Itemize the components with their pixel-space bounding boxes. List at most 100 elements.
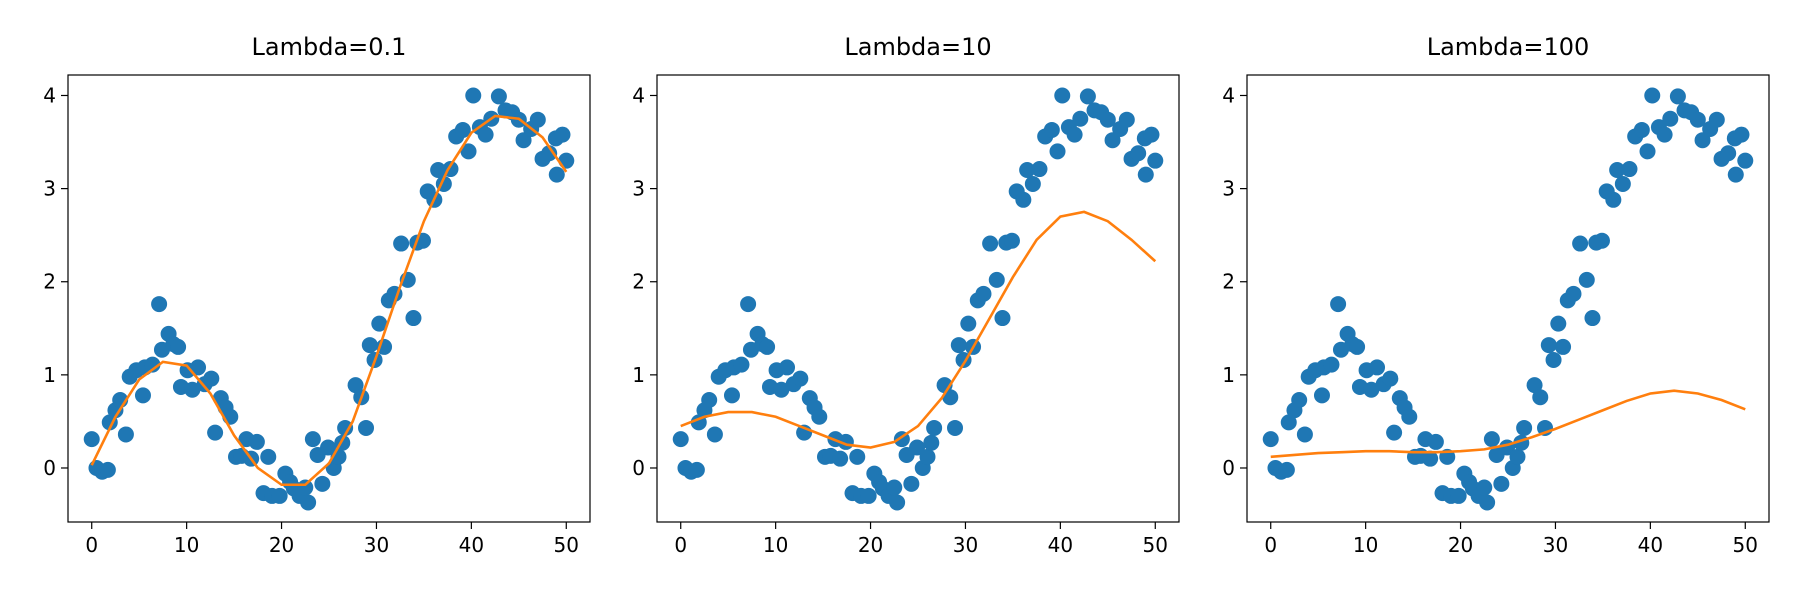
scatter-point [1656,126,1673,143]
scatter-point [430,161,447,178]
scatter-point [1262,431,1279,448]
scatter-point [982,235,999,252]
y-tick-label: 0 [1222,456,1235,480]
scatter-point [347,377,364,394]
scatter-point [1024,175,1041,192]
scatter-point [1137,166,1154,183]
scatter-point [1382,370,1399,387]
scatter-point [184,381,201,398]
scatter-point [207,424,224,441]
scatter-point [1291,392,1308,409]
scatter-point [1572,235,1589,252]
scatter-point [919,448,936,465]
scatter-point [994,310,1011,327]
y-tick-label: 4 [43,83,56,107]
x-tick-label: 40 [459,533,484,557]
x-tick-label: 50 [1143,533,1168,557]
scatter-point [1483,431,1500,448]
scatter-point [947,419,964,436]
scatter-point [779,359,796,376]
scatter-point [1003,232,1020,249]
scatter-point [558,152,575,169]
scatter-point [1099,111,1116,128]
x-tick-label: 50 [554,533,579,557]
x-tick-label: 10 [174,533,199,557]
scatter-point [1422,450,1439,467]
scatter-point [1476,479,1493,496]
scatter-point [1565,285,1582,302]
scatter-point [170,338,187,355]
scatter-point [1708,111,1725,128]
scatter-point [792,370,809,387]
chart-title: Lambda=100 [1427,33,1590,61]
scatter-point [1015,191,1032,208]
scatter-point [144,356,161,373]
scatter-point [1369,359,1386,376]
scatter-point [1363,381,1380,398]
scatter-point [393,235,410,252]
scatter-point [297,479,314,496]
scatter-point [271,487,288,504]
scatter-point [759,338,776,355]
scatter-point [134,387,151,404]
scatter-point [1313,387,1330,404]
y-tick-label: 0 [43,456,56,480]
scatter-point [1280,414,1297,431]
x-tick-label: 40 [1048,533,1073,557]
x-tick-label: 20 [1448,533,1473,557]
scatter-point [203,370,220,387]
scatter-point [1737,152,1754,169]
scatter-point [151,296,168,313]
scatter-point [541,145,558,162]
y-tick-label: 2 [1222,270,1235,294]
scatter-point [1644,87,1661,104]
scatter-point [688,461,705,478]
scatter-point [358,419,375,436]
scatter-point [1689,111,1706,128]
scatter-point [1516,419,1533,436]
scatter-point [548,166,565,183]
scatter-point [950,337,967,354]
x-tick-label: 10 [763,533,788,557]
scatter-point [926,419,943,436]
scatter-point [304,431,321,448]
scatter-point [1104,132,1121,149]
scatter-point [923,434,940,451]
scatter-point [909,439,926,456]
scatter-point [460,143,477,160]
scatter-point [1593,232,1610,249]
scatter-point [903,475,920,492]
scatter-point [860,487,877,504]
scatter-point [371,315,388,332]
scatter-point [320,439,337,456]
scatter-point [314,475,331,492]
scatter-point [723,387,740,404]
scatter-point [811,408,828,425]
scatter-point [1031,161,1048,178]
axes-frame [67,74,591,523]
scatter-point [1066,126,1083,143]
scatter-point [1386,424,1403,441]
scatter-point [260,448,277,465]
scatter-point [337,419,354,436]
fit-line [1270,389,1746,459]
scatter-point [1054,87,1071,104]
x-tick-label: 10 [1353,533,1378,557]
y-tick-label: 2 [632,270,645,294]
scatter-point [733,356,750,373]
scatter-point [83,431,100,448]
scatter-point [701,392,718,409]
y-tick-label: 4 [632,83,645,107]
scatter-point [490,88,507,105]
scatter-point [773,381,790,398]
scatter-point [1330,296,1347,313]
scatter-point [1555,338,1572,355]
scatter-point [1545,351,1562,368]
x-tick-label: 20 [858,533,883,557]
scatter-point [832,450,849,467]
scatter-point [515,132,532,149]
x-tick-label: 0 [85,533,98,557]
scatter-point [672,431,689,448]
